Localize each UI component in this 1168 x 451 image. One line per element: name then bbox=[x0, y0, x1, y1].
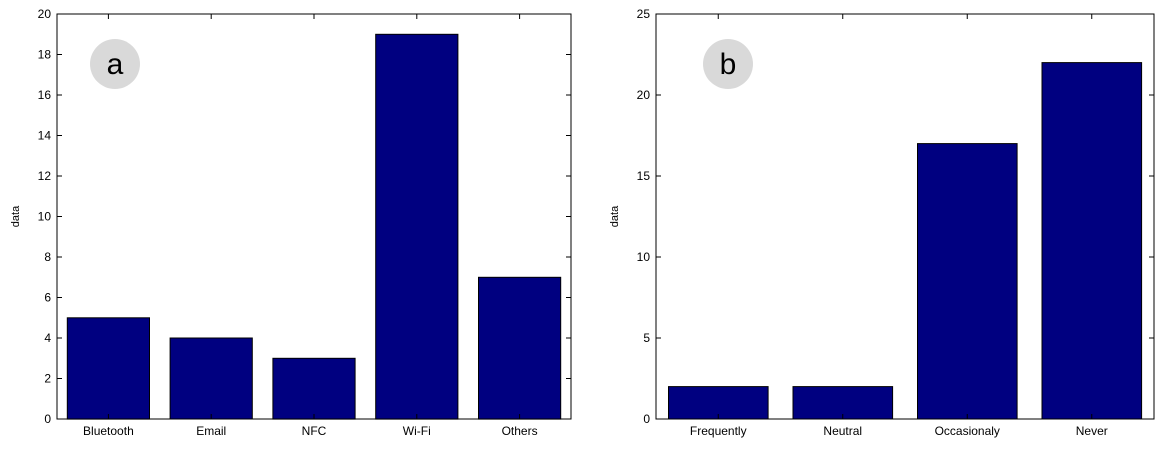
bar-never bbox=[1041, 62, 1143, 420]
x-tick-label: Email bbox=[196, 424, 226, 438]
y-tick-label: 0 bbox=[643, 412, 650, 426]
y-tick-label: 0 bbox=[44, 412, 51, 426]
y-tick-label: 20 bbox=[38, 7, 52, 21]
chart-panel-a: 0 2 4 6 8 10 12 14 16 18 20 Bluetooth Email NFC Wi-Fi O… bbox=[10, 7, 572, 438]
panel-badge-label: a bbox=[107, 48, 124, 81]
panel-badge bbox=[90, 39, 140, 89]
y-tick-label: 2 bbox=[44, 372, 51, 386]
bar-email bbox=[169, 337, 253, 420]
y-tick-label: 16 bbox=[38, 88, 52, 102]
y-tick-label: 10 bbox=[38, 210, 52, 224]
x-tick-label: Wi-Fi bbox=[403, 424, 431, 438]
x-tick-label: Frequently bbox=[690, 424, 747, 438]
x-tick-label: NFC bbox=[302, 424, 327, 438]
bar-others bbox=[478, 276, 562, 420]
panel-badge bbox=[703, 39, 753, 89]
bar-wi-fi bbox=[375, 33, 459, 420]
y-axis-title: data bbox=[10, 205, 22, 227]
x-tick-label: Others bbox=[502, 424, 538, 438]
panel-badge-label: b bbox=[720, 48, 737, 81]
y-tick-label: 8 bbox=[44, 250, 51, 264]
bar-frequently bbox=[668, 386, 769, 420]
y-tick-label: 5 bbox=[643, 331, 650, 345]
y-tick-label: 14 bbox=[38, 129, 52, 143]
x-tick-label: Occasionaly bbox=[935, 424, 1000, 438]
y-tick-label: 10 bbox=[637, 250, 651, 264]
x-tick-label: Neutral bbox=[823, 424, 862, 438]
bar-neutral bbox=[792, 386, 894, 420]
bar-bluetooth bbox=[66, 317, 150, 420]
y-tick-label: 6 bbox=[44, 291, 51, 305]
chart-panel-b: 0 5 10 15 20 25 Frequently Neutral Occasionaly Ne… bbox=[609, 7, 1155, 438]
y-tick-label: 20 bbox=[637, 88, 651, 102]
y-tick-label: 12 bbox=[38, 169, 52, 183]
x-tick-label: Bluetooth bbox=[83, 424, 134, 438]
y-tick-label: 4 bbox=[44, 331, 51, 345]
x-tick-label: Never bbox=[1076, 424, 1108, 438]
y-tick-label: 15 bbox=[637, 169, 651, 183]
y-tick-label: 18 bbox=[38, 48, 52, 62]
y-tick-label: 25 bbox=[637, 7, 651, 21]
y-axis-title: data bbox=[609, 205, 621, 227]
bar-occasionaly bbox=[917, 143, 1018, 420]
bar-nfc bbox=[272, 357, 356, 420]
axes-box bbox=[655, 13, 1155, 420]
